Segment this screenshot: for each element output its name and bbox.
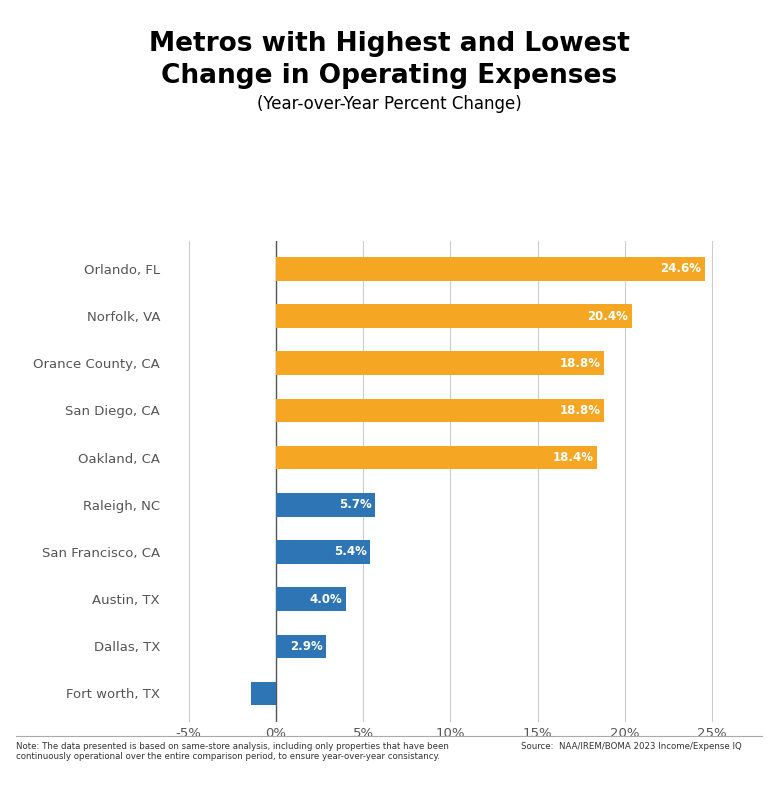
Text: 24.6%: 24.6% — [661, 262, 702, 275]
Text: Note: The data presented is based on same-store analysis, including only propert: Note: The data presented is based on sam… — [16, 742, 448, 761]
Text: 20.4%: 20.4% — [587, 310, 629, 322]
Bar — [276, 351, 604, 375]
Text: 5.4%: 5.4% — [334, 545, 366, 558]
Bar — [276, 493, 375, 516]
Bar — [276, 587, 345, 611]
Text: (Year-over-Year Percent Change): (Year-over-Year Percent Change) — [257, 95, 521, 113]
Bar — [276, 304, 632, 328]
Text: 4.0%: 4.0% — [310, 593, 342, 606]
Text: 18.8%: 18.8% — [559, 404, 601, 417]
Text: Metros with Highest and Lowest: Metros with Highest and Lowest — [149, 31, 629, 57]
Text: 5.7%: 5.7% — [339, 498, 372, 512]
Bar — [276, 446, 597, 469]
Bar — [276, 399, 604, 422]
Text: Source:  NAA/IREM/BOMA 2023 Income/Expense IQ: Source: NAA/IREM/BOMA 2023 Income/Expens… — [521, 742, 742, 751]
Text: 18.8%: 18.8% — [559, 357, 601, 370]
Text: 18.4%: 18.4% — [552, 451, 594, 464]
Text: -1.4%: -1.4% — [210, 687, 248, 700]
Bar — [276, 634, 327, 658]
Bar — [276, 257, 705, 281]
Bar — [251, 682, 276, 705]
Bar — [276, 541, 370, 564]
Text: 2.9%: 2.9% — [290, 640, 323, 653]
Text: Change in Operating Expenses: Change in Operating Expenses — [161, 63, 617, 89]
